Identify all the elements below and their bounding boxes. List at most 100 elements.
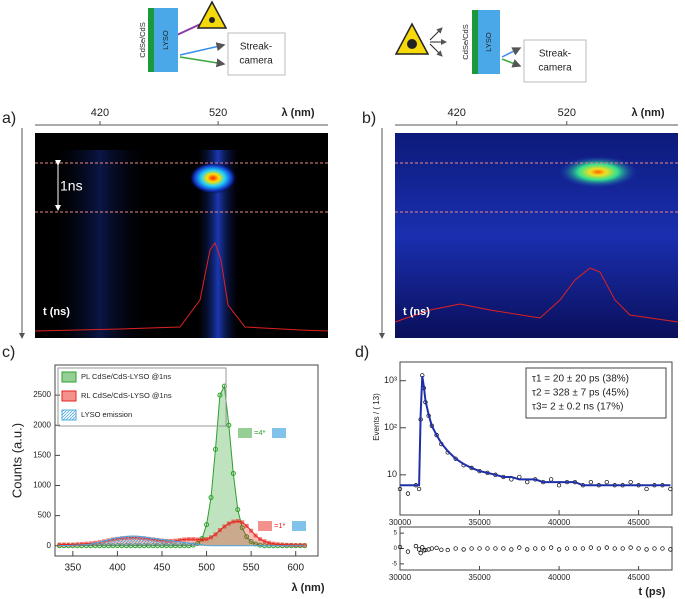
x-tick-label: 35000 (468, 518, 491, 527)
residual-point (533, 546, 538, 551)
y-tick-label: 0 (394, 546, 398, 552)
residual-point (439, 547, 444, 552)
lyso-block (478, 10, 500, 74)
fit-line (400, 376, 671, 487)
sample-label: CdSe/CdS (461, 24, 470, 59)
data-point (548, 477, 554, 482)
residual-point (572, 546, 578, 551)
residual-point (588, 545, 594, 550)
x-tick-label: 550 (243, 563, 260, 574)
detector-label: Streak- (240, 42, 272, 53)
data-point (628, 479, 633, 485)
residual-point (421, 548, 427, 553)
marker (244, 523, 249, 528)
legend-label: LYSO emission (81, 410, 132, 419)
marker (222, 524, 227, 529)
marker (249, 528, 254, 533)
marker (284, 542, 289, 547)
marker (298, 543, 303, 548)
marker (275, 542, 280, 547)
annotation: =4* (254, 428, 266, 437)
marker (70, 542, 75, 547)
marker (204, 537, 209, 542)
data-point (405, 491, 411, 496)
marker (75, 542, 80, 547)
annotation-swatch (292, 521, 306, 531)
x-tick-label: 520 (558, 107, 576, 119)
x-axis-label: λ (nm) (282, 107, 315, 119)
arrow (179, 42, 226, 56)
marker (191, 537, 196, 542)
radiation-icon-dot (407, 39, 417, 49)
marker (266, 540, 271, 545)
residual-point (434, 545, 439, 551)
y-tick-label: 1500 (33, 450, 51, 459)
detector-label: camera (538, 63, 572, 74)
schematic-b: CdSe/CdS LYSO Streak- camera (394, 10, 587, 83)
residual-point (660, 546, 665, 551)
arrow (429, 43, 443, 57)
marker (66, 542, 71, 547)
annotation-swatch (272, 428, 286, 438)
scintillator-label: LYSO (484, 32, 493, 52)
detector-label: Streak- (539, 49, 571, 60)
residual-point (461, 547, 466, 552)
marker (79, 541, 84, 546)
marker (235, 507, 241, 513)
residual-point (397, 544, 403, 550)
marker (195, 537, 200, 542)
x-tick-label: 420 (447, 107, 465, 119)
x-axis-label: λ (nm) (632, 107, 665, 119)
x-tick-label: 350 (64, 563, 81, 574)
data-point (604, 479, 609, 485)
annotation: 1ns (60, 178, 83, 194)
y-tick-label: 10 (387, 469, 397, 479)
y-tick-label: 1000 (33, 481, 51, 490)
annotation: =1* (274, 521, 286, 530)
residual-point (556, 547, 562, 552)
lyso-block (154, 8, 178, 72)
marker (217, 392, 223, 398)
marker (244, 534, 250, 540)
residual-point (604, 545, 609, 550)
marker (231, 519, 236, 524)
data-point (556, 483, 562, 488)
x-tick-label: 520 (209, 107, 227, 119)
x-tick-label: 400 (109, 563, 126, 574)
arrow (501, 47, 522, 58)
x-axis-label: λ (nm) (292, 582, 325, 594)
marker (293, 543, 298, 548)
residual-point (668, 547, 673, 552)
residual-point (548, 545, 554, 550)
marker (213, 532, 218, 537)
plot-frame (399, 361, 673, 516)
scintillator-label: LYSO (161, 30, 170, 50)
marker (204, 522, 210, 528)
x-tick-label: 35000 (468, 573, 491, 582)
data-point (588, 479, 594, 485)
legend-swatch (61, 409, 77, 421)
residual-point (628, 545, 633, 550)
marker (212, 446, 218, 452)
cdse-layer (472, 10, 478, 74)
residual-point (501, 546, 506, 551)
marker (84, 541, 89, 546)
arrow (179, 56, 226, 68)
residual-point (413, 543, 419, 549)
residual-point (644, 547, 649, 552)
marker (177, 538, 182, 543)
marker (226, 422, 232, 428)
panel-label: d) (355, 344, 369, 361)
residual-point (517, 545, 522, 550)
x-tick-label: 45000 (627, 518, 650, 527)
marker (289, 542, 294, 547)
y-axis-label: Counts (a.u.) (9, 423, 24, 498)
x-tick-label: 40000 (548, 573, 571, 582)
residual-point (469, 546, 474, 551)
image-bg (395, 133, 678, 338)
residual-point (564, 546, 570, 551)
fit-result: τ3= 2 ± 0.2 ns (17%) (532, 402, 623, 413)
marker (57, 542, 62, 547)
x-tick-label: 40000 (548, 518, 571, 527)
y-tick-label: -5 (392, 561, 398, 567)
